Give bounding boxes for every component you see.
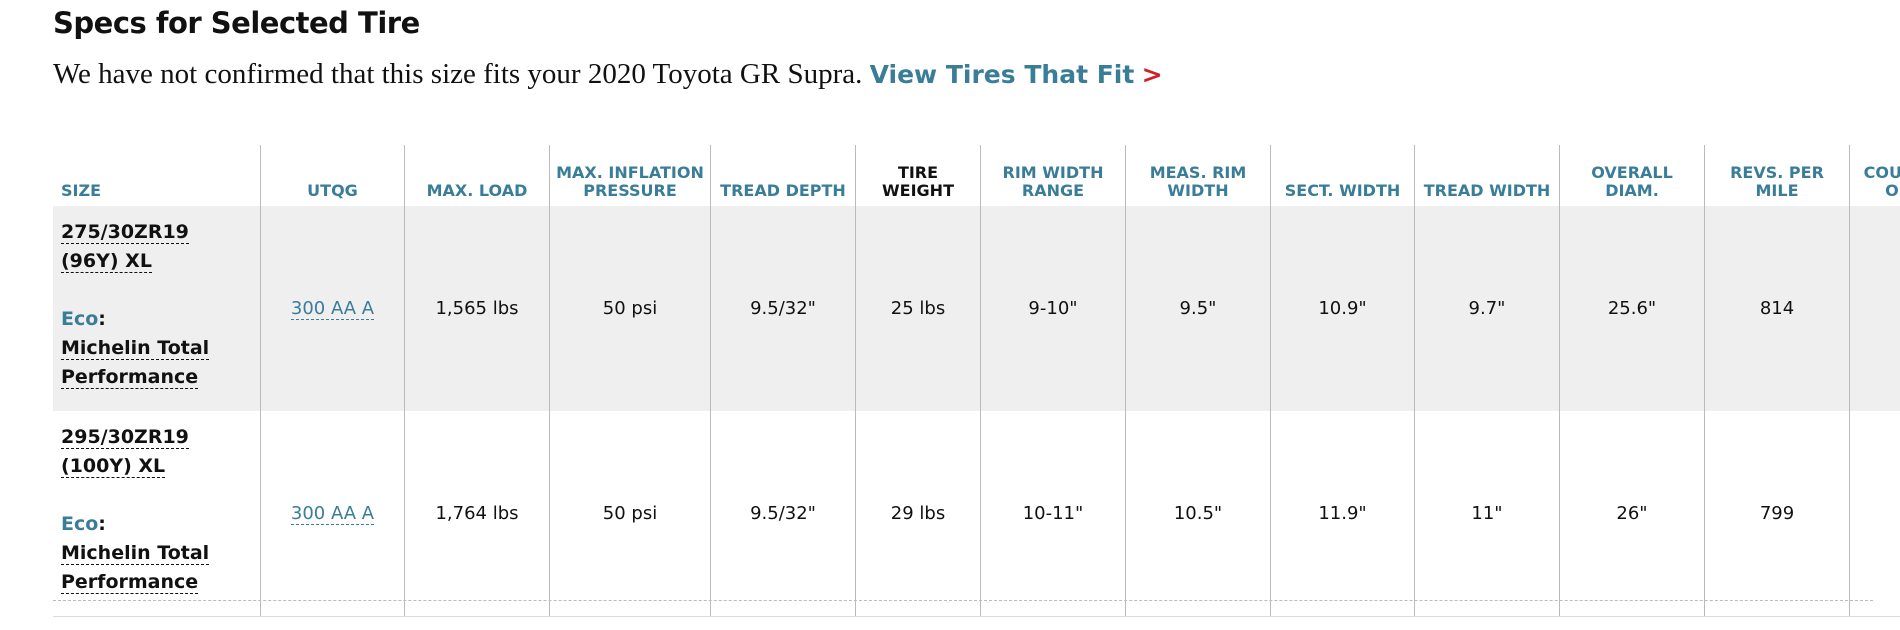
tire-row: 275/30ZR19 (96Y) XL Eco: Michelin Total Pe… (53, 206, 1900, 411)
spec-cell: 25.6" (1559, 206, 1705, 411)
tire-name[interactable]: Michelin Total Performance (61, 337, 210, 389)
tire-row: 295/30ZR19 (100Y) XL Eco: Michelin Total P… (53, 411, 1900, 617)
spec-value: 25.6" (1607, 298, 1657, 319)
spec-value: 10.9" (1318, 298, 1367, 319)
column-header: REVS. PER MILE (1704, 145, 1850, 206)
column-header: UTQG (260, 145, 405, 206)
view-tires-link[interactable]: View Tires That Fit (869, 60, 1135, 89)
spec-value: 11" (1471, 503, 1503, 524)
spec-value: 799 (1759, 503, 1795, 524)
spec-cell: 9.5/32" (710, 411, 856, 617)
column-header: MEAS. RIM WIDTH (1125, 145, 1271, 206)
spec-cell: 799 (1704, 411, 1850, 617)
spec-cell: 9.5" (1125, 206, 1271, 411)
spec-value: 11.9" (1318, 503, 1367, 524)
spec-cell: 9.5/32" (710, 206, 856, 411)
column-header: MAX. LOAD (404, 145, 550, 206)
column-header: SECT. WIDTH (1270, 145, 1415, 206)
tire-size[interactable]: 275/30ZR19 (96Y) XL (61, 221, 189, 273)
spec-cell: 10-11" (980, 411, 1126, 617)
spec-cell: 26" (1559, 411, 1705, 617)
column-header: TIRE WEIGHT (855, 145, 981, 206)
spec-cell: 25 lbs (855, 206, 981, 411)
spec-cell: US (1849, 206, 1900, 411)
size-cell: 275/30ZR19 (96Y) XL Eco: Michelin Total Pe… (53, 206, 261, 411)
divider (53, 600, 1873, 601)
spec-value: 25 lbs (890, 298, 946, 319)
column-header: MAX. INFLATION PRESSURE (549, 145, 711, 206)
spec-cell: 11" (1414, 411, 1560, 617)
spec-link[interactable]: 300 AA A (290, 298, 375, 320)
spec-cell: 300 AA A (260, 411, 405, 617)
spec-cell: 29 lbs (855, 411, 981, 617)
spec-value: 26" (1616, 503, 1648, 524)
header-row: SIZE UTQG MAX. LOAD MAX. INFLATION PRESSURE… (53, 145, 1900, 206)
spec-cell: 10.5" (1125, 411, 1271, 617)
column-header: RIM WIDTH RANGE (980, 145, 1126, 206)
spec-value: 1,565 lbs (435, 298, 519, 319)
spec-value: 9-10" (1028, 298, 1078, 319)
spec-cell: US (1849, 411, 1900, 617)
spec-value: 10.5" (1173, 503, 1223, 524)
spec-cell: 9-10" (980, 206, 1126, 411)
spec-value: 9.5/32" (750, 298, 816, 319)
column-header: TREAD WIDTH (1414, 145, 1560, 206)
subtitle-line: We have not confirmed that this size fit… (53, 58, 1163, 91)
category-separator: : (98, 308, 106, 330)
spec-cell: 1,565 lbs (404, 206, 550, 411)
spec-value: 9.7" (1468, 298, 1506, 319)
spec-value: 29 lbs (890, 503, 946, 524)
spec-value: 1,764 lbs (435, 503, 519, 524)
spec-value: 9.5/32" (750, 503, 816, 524)
spacer (61, 481, 252, 510)
spec-value: 814 (1759, 298, 1795, 319)
column-header: COUNTRY OF ORIGIN* (1849, 145, 1900, 206)
spec-cell: 10.9" (1270, 206, 1415, 411)
spec-cell: 300 AA A (260, 206, 405, 411)
category-separator: : (98, 513, 106, 535)
spec-value: 50 psi (602, 298, 658, 319)
size-cell: 295/30ZR19 (100Y) XL Eco: Michelin Total P… (53, 411, 261, 617)
column-header: OVERALL DIAM. (1559, 145, 1705, 206)
spec-cell: 11.9" (1270, 411, 1415, 617)
spec-link[interactable]: 300 AA A (290, 503, 375, 525)
spec-value: 50 psi (602, 503, 658, 524)
column-header: TREAD DEPTH (710, 145, 856, 206)
spec-cell: 814 (1704, 206, 1850, 411)
tire-size[interactable]: 295/30ZR19 (100Y) XL (61, 426, 189, 478)
spec-cell: 50 psi (549, 206, 711, 411)
link-arrow[interactable]: > (1141, 60, 1163, 89)
spacer (61, 276, 252, 305)
category: Eco (61, 513, 99, 535)
spec-value: 10-11" (1022, 503, 1084, 524)
spec-cell: 9.7" (1414, 206, 1560, 411)
tire-name[interactable]: Michelin Total Performance (61, 542, 210, 594)
category: Eco (61, 308, 99, 330)
title: Specs for Selected Tire (53, 6, 420, 40)
spec-cell: 50 psi (549, 411, 711, 617)
spec-cell: 1,764 lbs (404, 411, 550, 617)
subtitle: We have not confirmed that this size fit… (53, 58, 863, 90)
column-header: SIZE (61, 181, 102, 200)
spec-value: 9.5" (1179, 298, 1217, 319)
specs-table: SIZE UTQG MAX. LOAD MAX. INFLATION PRESSURE… (53, 145, 1900, 617)
